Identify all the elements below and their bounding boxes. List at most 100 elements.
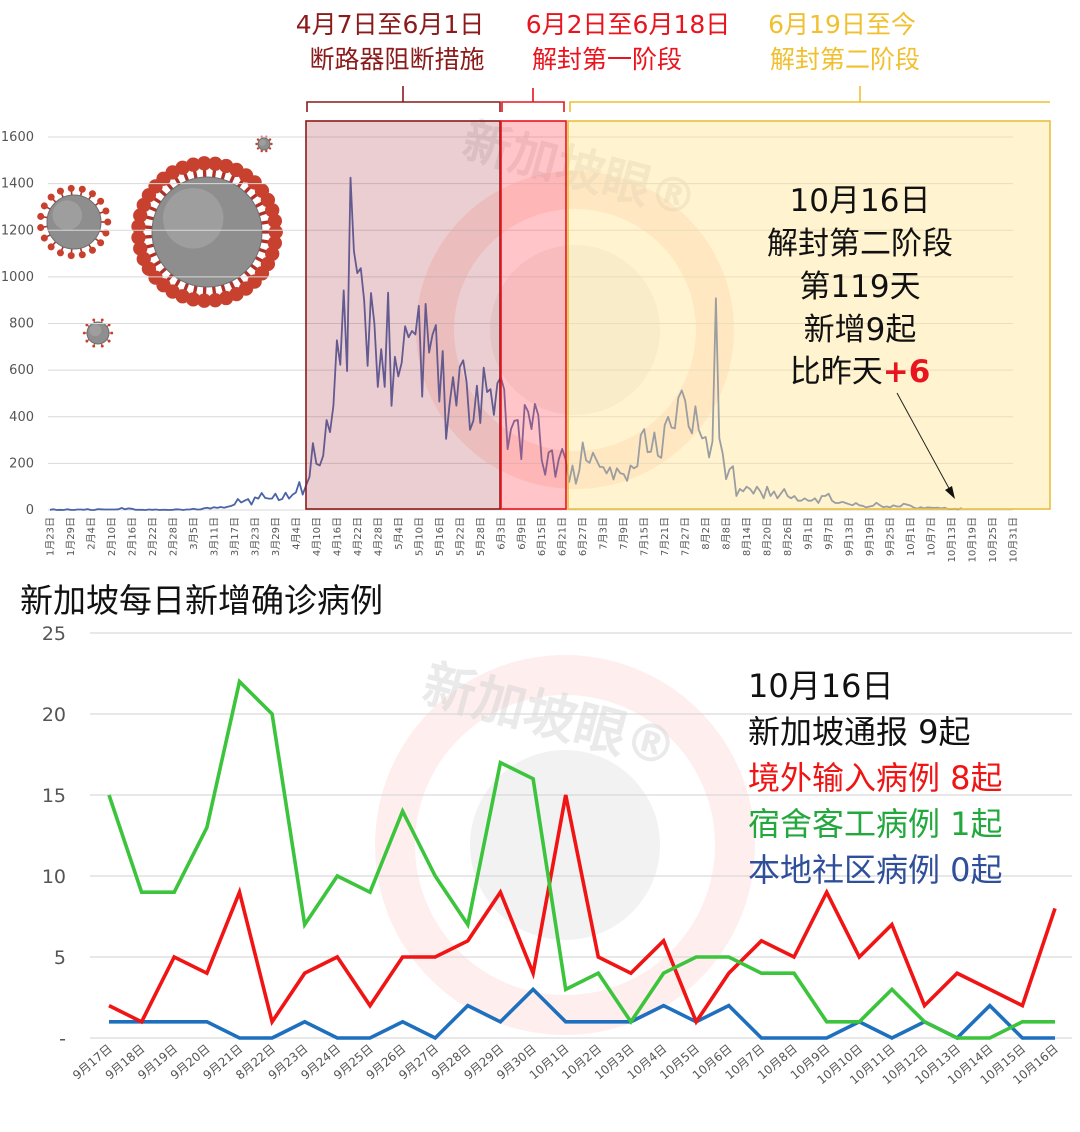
series-line-imported — [108, 794, 1057, 1027]
virus-spike-head — [256, 138, 260, 141]
virus-spike-head — [268, 138, 272, 141]
virus-spike-head — [37, 224, 45, 232]
x-tick-label: 8月8日 — [721, 517, 733, 550]
virus-spike-head — [97, 239, 105, 247]
x-tick-label: 6月27日 — [577, 517, 589, 556]
virus-spike-head — [88, 190, 96, 198]
virus-spike-head — [47, 243, 55, 251]
virus-highlight — [89, 324, 102, 337]
y-tick-label: 0 — [26, 503, 34, 518]
x-tick-label: 2月4日 — [85, 517, 97, 550]
virus-spike-head — [92, 344, 96, 348]
bracket-phase1 — [306, 86, 501, 112]
x-tick-label: 7月3日 — [598, 517, 610, 550]
x-tick-label: 7月21日 — [659, 517, 671, 556]
annotation-phase: 解封第二阶段 — [767, 226, 953, 262]
x-tick-label: 8月20日 — [762, 517, 774, 556]
virus-spike-head — [47, 193, 55, 201]
virus-spike-head — [97, 197, 105, 205]
y-tick-label: 5 — [54, 947, 66, 969]
annotation-arrow — [896, 392, 952, 493]
x-tick-label: 8月26日 — [782, 517, 794, 556]
series-line-community — [109, 986, 1055, 1041]
virus-icon — [255, 135, 273, 153]
x-tick-label: 1月23日 — [45, 517, 57, 556]
compare-label: 比昨天 — [790, 354, 883, 390]
virus-spike-head — [67, 252, 75, 260]
bottom-annotation-total: 新加坡通报 9起 — [748, 713, 971, 751]
virus-spike-head — [107, 339, 111, 343]
annotation-new-cases: 新增9起 — [804, 312, 917, 348]
annotation-day-count: 第119天 — [799, 269, 920, 305]
virus-spike-head — [256, 147, 260, 150]
virus-spike-head — [56, 249, 64, 257]
virus-spike-head — [260, 149, 263, 153]
x-tick-label: 5月10日 — [413, 517, 425, 556]
x-tick-label: 5月16日 — [434, 517, 446, 556]
top-annotation: 10月16日 解封第二阶段 第119天 新增9起 比昨天+6 — [767, 183, 955, 499]
bracket-phase2 — [501, 88, 565, 112]
virus-spike-head — [37, 212, 45, 220]
x-tick-label: 10月25日 — [987, 517, 999, 562]
virus-spike-head — [78, 251, 86, 259]
virus-spike-head — [102, 207, 110, 215]
x-tick-label: 9月25日 — [885, 517, 897, 556]
phase1-dates: 4月7日至6月1日 — [296, 10, 485, 39]
virus-spike-head — [78, 185, 86, 193]
virus-spike-head — [88, 246, 96, 254]
x-tick-label: 5月22日 — [454, 517, 466, 556]
bottom-annotation-dorm: 宿舍客工病例 1起 — [748, 805, 1003, 843]
virus-spike-head — [218, 290, 234, 306]
series-line-dorm — [107, 678, 1055, 1040]
virus-spike-head — [208, 293, 223, 308]
phase2-label: 解封第一阶段 — [532, 45, 682, 74]
virus-spike-head — [100, 344, 104, 348]
y-tick-label: 200 — [9, 456, 34, 471]
x-tick-label: 4月10日 — [311, 517, 323, 556]
x-tick-label: 3月5日 — [188, 517, 200, 550]
y-tick-label: 20 — [42, 704, 66, 726]
x-tick-label: 8月2日 — [700, 517, 712, 550]
y-tick-label: - — [59, 1028, 66, 1050]
x-tick-label: 4月4日 — [290, 517, 302, 550]
x-tick-label: 4月22日 — [352, 517, 364, 556]
y-tick-label: 1600 — [1, 130, 34, 145]
phase-headers: 4月7日至6月1日 断路器阻断措施 6月2日至6月18日 解封第一阶段 6月19… — [296, 10, 920, 74]
virus-icon — [37, 184, 112, 260]
region-3 — [567, 120, 1051, 510]
region-1 — [305, 120, 501, 510]
bracket-phase3 — [569, 86, 1050, 112]
x-tick-label: 7月15日 — [639, 517, 651, 556]
virus-highlight — [259, 139, 266, 146]
virus-spike-head — [56, 187, 64, 195]
region-2 — [500, 120, 567, 510]
x-tick-label: 6月15日 — [536, 517, 548, 556]
x-tick-label: 3月29日 — [270, 517, 282, 556]
virus-spike-head — [268, 147, 272, 150]
x-tick-label: 4月16日 — [331, 517, 343, 556]
virus-spike-head — [100, 318, 104, 322]
y-tick-label: 15 — [42, 785, 66, 807]
x-tick-label: 8月14日 — [741, 517, 753, 556]
x-tick-label: 9月1日 — [803, 517, 815, 550]
virus-spike-head — [104, 218, 112, 226]
y-tick-label: 1000 — [1, 270, 34, 285]
x-tick-label: 7月27日 — [680, 517, 692, 556]
bottom-chart-title: 新加坡每日新增确诊病例 — [20, 581, 383, 620]
annotation-compare: 比昨天+6 — [790, 354, 931, 390]
virus-spike-head — [265, 203, 280, 218]
compare-value: +6 — [883, 354, 931, 390]
virus-spike-head — [85, 323, 89, 327]
x-tick-label: 9月7日 — [823, 517, 835, 550]
x-tick-label: 1月29日 — [65, 517, 77, 556]
x-tick-label: 3月17日 — [229, 517, 241, 556]
phase3-dates: 6月19日至今 — [768, 10, 916, 39]
virus-spike-head — [82, 331, 86, 335]
virus-spike-head — [92, 318, 96, 322]
phase-brackets — [306, 86, 1050, 112]
series-line-daily-cases — [49, 176, 963, 511]
y-tick-label: 400 — [9, 410, 34, 425]
virus-spike-head — [67, 184, 75, 192]
virus-spike-head — [270, 142, 273, 146]
